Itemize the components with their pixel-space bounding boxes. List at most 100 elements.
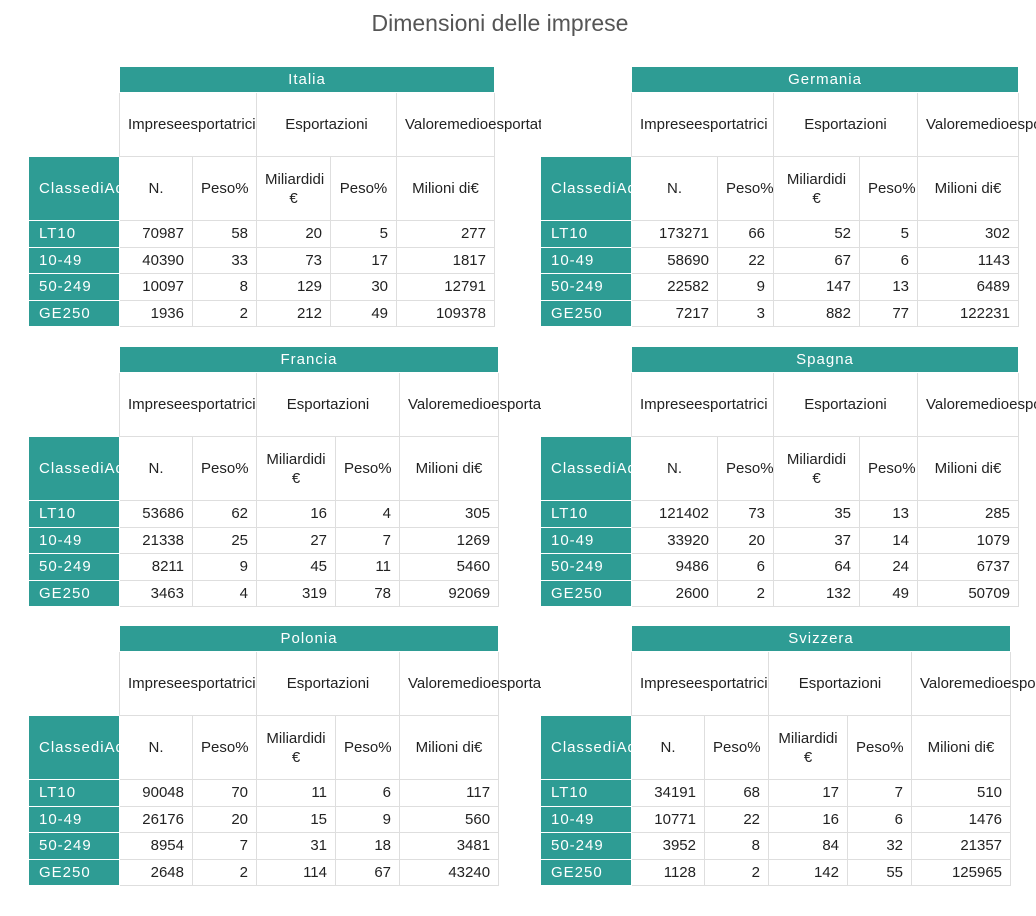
row-label: GE250 — [540, 858, 632, 886]
header-esportazioni: Esportazioni — [773, 372, 918, 437]
cell-valore-medio: 3481 — [398, 832, 500, 860]
header-miliardi: Miliardidi € — [773, 436, 860, 501]
cell-valore-medio: 109378 — [396, 299, 495, 327]
cell-n: 26176 — [119, 805, 193, 833]
table-row: GE250 2648 2 114 67 43240 — [28, 858, 500, 886]
cell-peso-esportazioni: 14 — [859, 526, 918, 554]
cell-peso-imprese: 58 — [192, 220, 257, 248]
cell-miliardi: 882 — [773, 299, 860, 327]
cell-valore-medio: 50709 — [916, 579, 1020, 607]
cell-valore-medio: 6737 — [916, 553, 1020, 581]
cell-miliardi: 27 — [256, 526, 336, 554]
cell-n: 40390 — [119, 246, 193, 274]
blank-corner — [540, 372, 632, 437]
cell-peso-esportazioni: 13 — [859, 273, 918, 301]
cell-peso-esportazioni: 5 — [330, 220, 397, 248]
table-italia: Italia Impreseesportatrici Esportazioni … — [28, 66, 551, 327]
cell-miliardi: 37 — [773, 526, 860, 554]
table-row: GE250 3463 4 319 78 92069 — [28, 579, 500, 607]
header-miliardi: Miliardidi € — [256, 156, 331, 221]
header-peso: Peso% — [330, 156, 397, 221]
header-milioni: Milioni di€ — [396, 156, 495, 221]
header-miliardi: Miliardidi € — [773, 156, 860, 221]
cell-peso-imprese: 70 — [192, 779, 257, 807]
cell-peso-imprese: 2 — [717, 579, 774, 607]
cell-peso-esportazioni: 18 — [335, 832, 400, 860]
cell-n: 8211 — [119, 553, 193, 581]
blank-corner — [28, 346, 120, 373]
cell-peso-imprese: 7 — [192, 832, 257, 860]
header-imprese-esportatrici: Impreseesportatrici — [631, 651, 769, 716]
row-label: LT10 — [540, 779, 632, 807]
row-label: 50-249 — [28, 553, 120, 581]
cell-n: 22582 — [631, 273, 718, 301]
header-miliardi: Miliardidi € — [256, 715, 336, 780]
cell-miliardi: 64 — [773, 553, 860, 581]
cell-peso-esportazioni: 67 — [335, 858, 400, 886]
cell-n: 9486 — [631, 553, 718, 581]
blank-corner — [540, 346, 632, 373]
blank-corner — [28, 92, 120, 157]
header-esportazioni: Esportazioni — [768, 651, 912, 716]
cell-miliardi: 45 — [256, 553, 336, 581]
row-label: 10-49 — [540, 805, 632, 833]
cell-peso-esportazioni: 24 — [859, 553, 918, 581]
table-row: LT10 34191 68 17 7 510 — [540, 779, 1012, 807]
header-miliardi: Miliardidi € — [256, 436, 336, 501]
row-label: GE250 — [28, 579, 120, 607]
table-row: GE250 1128 2 142 55 125965 — [540, 858, 1012, 886]
cell-miliardi: 212 — [256, 299, 331, 327]
cell-n: 10097 — [119, 273, 193, 301]
table-row: LT10 90048 70 11 6 117 — [28, 779, 500, 807]
header-valore-medio: Valoremedioesportato — [910, 651, 1036, 716]
header-valore-medio: Valoremedioesportato — [398, 372, 554, 437]
cell-peso-esportazioni: 6 — [859, 246, 918, 274]
row-label: 10-49 — [28, 526, 120, 554]
cell-peso-imprese: 9 — [192, 553, 257, 581]
cell-peso-esportazioni: 77 — [859, 299, 918, 327]
header-classe-addetti: ClassediAddetti — [540, 156, 669, 221]
cell-miliardi: 129 — [256, 273, 331, 301]
cell-peso-esportazioni: 7 — [847, 779, 912, 807]
cell-peso-esportazioni: 9 — [335, 805, 400, 833]
table-row: 10-49 26176 20 15 9 560 — [28, 805, 500, 833]
cell-valore-medio: 21357 — [910, 832, 1012, 860]
cell-peso-imprese: 62 — [192, 500, 257, 528]
cell-miliardi: 67 — [773, 246, 860, 274]
cell-miliardi: 11 — [256, 779, 336, 807]
cell-peso-imprese: 73 — [717, 500, 774, 528]
header-peso: Peso% — [859, 436, 918, 501]
header-classe-addetti: ClassediAddetti — [540, 715, 669, 780]
header-imprese-esportatrici: Impreseesportatrici — [631, 92, 774, 157]
cell-n: 8954 — [119, 832, 193, 860]
blank-corner — [28, 625, 120, 652]
table-row: GE250 1936 2 212 49 109378 — [28, 299, 495, 327]
row-label: 50-249 — [540, 553, 632, 581]
cell-valore-medio: 560 — [398, 805, 500, 833]
row-label: 50-249 — [540, 273, 632, 301]
row-label: GE250 — [540, 579, 632, 607]
header-valore-medio: Valoremedioesportato — [396, 92, 551, 157]
cell-miliardi: 319 — [256, 579, 336, 607]
cell-valore-medio: 6489 — [917, 273, 1019, 301]
table-francia: Francia Impreseesportatrici Esportazioni… — [28, 346, 554, 607]
header-classe-addetti: ClassediAddetti — [540, 436, 669, 501]
cell-valore-medio: 305 — [398, 500, 500, 528]
row-label: GE250 — [28, 299, 120, 327]
cell-miliardi: 147 — [773, 273, 860, 301]
row-label: GE250 — [28, 858, 120, 886]
row-label: 10-49 — [540, 526, 632, 554]
cell-valore-medio: 122231 — [917, 299, 1019, 327]
blank-corner — [540, 625, 632, 652]
header-milioni: Milioni di€ — [910, 715, 1012, 780]
table-row: 50-249 22582 9 147 13 6489 — [540, 273, 1019, 301]
header-peso: Peso% — [335, 436, 400, 501]
row-label: 10-49 — [28, 246, 120, 274]
header-milioni: Milioni di€ — [917, 156, 1019, 221]
header-milioni: Milioni di€ — [398, 715, 500, 780]
blank-corner — [28, 66, 120, 93]
cell-peso-esportazioni: 55 — [847, 858, 912, 886]
cell-n: 1936 — [119, 299, 193, 327]
header-peso: Peso% — [717, 156, 774, 221]
cell-peso-imprese: 66 — [717, 220, 774, 248]
